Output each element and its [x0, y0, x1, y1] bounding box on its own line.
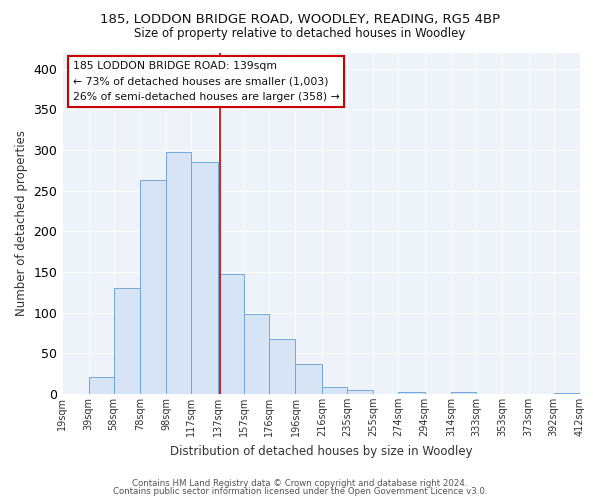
Bar [140, 180, 166, 394]
Bar [295, 364, 322, 394]
Bar [269, 340, 295, 394]
Bar [89, 377, 113, 394]
Bar [398, 392, 425, 394]
Bar [113, 288, 140, 394]
Bar [218, 274, 244, 394]
Bar [322, 386, 347, 394]
Bar [451, 392, 476, 394]
X-axis label: Distribution of detached houses by size in Woodley: Distribution of detached houses by size … [170, 444, 472, 458]
Text: Contains public sector information licensed under the Open Government Licence v3: Contains public sector information licen… [113, 487, 487, 496]
Bar [347, 390, 373, 394]
Text: Size of property relative to detached houses in Woodley: Size of property relative to detached ho… [134, 28, 466, 40]
Bar [244, 314, 269, 394]
Bar [166, 152, 191, 394]
Y-axis label: Number of detached properties: Number of detached properties [15, 130, 28, 316]
Text: 185 LODDON BRIDGE ROAD: 139sqm
← 73% of detached houses are smaller (1,003)
26% : 185 LODDON BRIDGE ROAD: 139sqm ← 73% of … [73, 61, 340, 102]
Text: Contains HM Land Registry data © Crown copyright and database right 2024.: Contains HM Land Registry data © Crown c… [132, 478, 468, 488]
Bar [554, 393, 580, 394]
Bar [191, 162, 218, 394]
Text: 185, LODDON BRIDGE ROAD, WOODLEY, READING, RG5 4BP: 185, LODDON BRIDGE ROAD, WOODLEY, READIN… [100, 12, 500, 26]
